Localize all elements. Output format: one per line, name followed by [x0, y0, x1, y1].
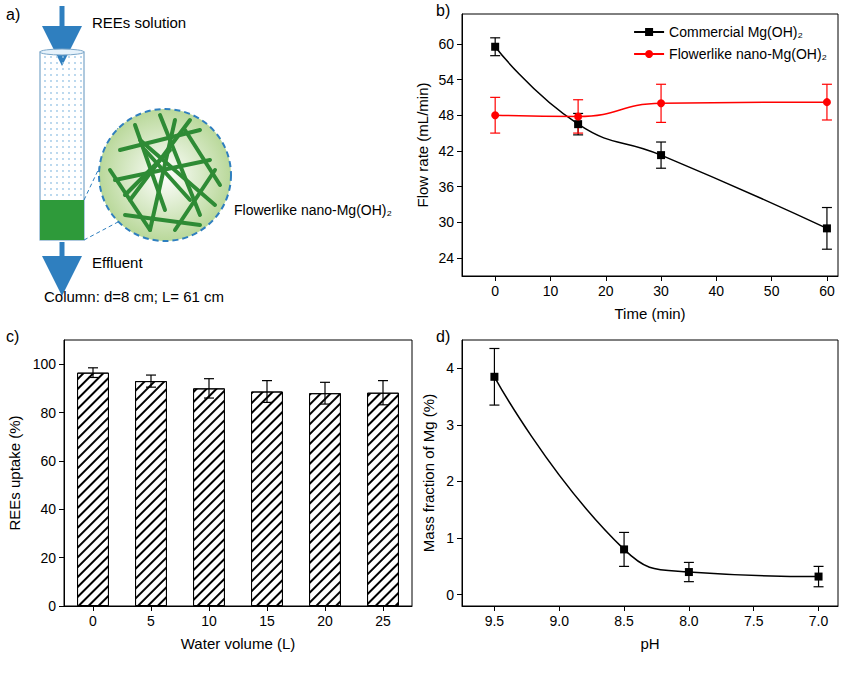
svg-text:Commercial Mg(OH)₂: Commercial Mg(OH)₂ — [669, 24, 803, 40]
svg-text:42: 42 — [438, 143, 454, 159]
svg-text:9.0: 9.0 — [550, 613, 570, 629]
svg-text:5: 5 — [147, 613, 155, 629]
svg-text:4: 4 — [446, 360, 454, 376]
svg-text:Water volume (L): Water volume (L) — [181, 635, 295, 652]
svg-text:2: 2 — [446, 473, 454, 489]
svg-text:pH: pH — [640, 635, 659, 652]
svg-text:Flow rate (mL/min): Flow rate (mL/min) — [414, 82, 431, 207]
svg-text:3: 3 — [446, 417, 454, 433]
svg-text:9.5: 9.5 — [485, 613, 505, 629]
svg-text:b): b) — [436, 2, 450, 19]
svg-text:60: 60 — [819, 283, 835, 299]
svg-text:20: 20 — [317, 613, 333, 629]
svg-text:a): a) — [6, 6, 20, 23]
svg-text:Flowerlike nano-Mg(OH)₂: Flowerlike nano-Mg(OH)₂ — [234, 202, 392, 218]
svg-text:7.0: 7.0 — [809, 613, 829, 629]
svg-text:30: 30 — [653, 283, 669, 299]
svg-text:40: 40 — [709, 283, 725, 299]
svg-text:Column: d=8 cm; L= 61 cm: Column: d=8 cm; L= 61 cm — [44, 288, 224, 305]
svg-text:REEs solution: REEs solution — [92, 14, 186, 31]
svg-text:Mass fraction of Mg (%): Mass fraction of Mg (%) — [420, 394, 437, 552]
svg-text:30: 30 — [438, 214, 454, 230]
svg-text:Flowerlike nano-Mg(OH)₂: Flowerlike nano-Mg(OH)₂ — [669, 46, 827, 62]
svg-text:20: 20 — [598, 283, 614, 299]
svg-text:Time (min): Time (min) — [614, 305, 685, 322]
svg-text:40: 40 — [40, 501, 56, 517]
svg-text:d): d) — [436, 328, 450, 345]
svg-text:1: 1 — [446, 530, 454, 546]
svg-text:36: 36 — [438, 179, 454, 195]
svg-text:10: 10 — [543, 283, 559, 299]
svg-text:24: 24 — [438, 250, 454, 266]
svg-text:0: 0 — [89, 613, 97, 629]
svg-text:25: 25 — [375, 613, 391, 629]
svg-text:80: 80 — [40, 405, 56, 421]
svg-text:54: 54 — [438, 72, 454, 88]
svg-text:0: 0 — [446, 587, 454, 603]
svg-text:8.0: 8.0 — [679, 613, 699, 629]
svg-text:8.5: 8.5 — [614, 613, 634, 629]
svg-text:60: 60 — [40, 453, 56, 469]
svg-text:20: 20 — [40, 550, 56, 566]
svg-text:0: 0 — [491, 283, 499, 299]
svg-text:60: 60 — [438, 36, 454, 52]
svg-text:c): c) — [6, 328, 19, 345]
svg-text:100: 100 — [33, 356, 57, 372]
svg-text:Effluent: Effluent — [92, 254, 143, 271]
svg-text:7.5: 7.5 — [744, 613, 764, 629]
svg-text:REEs uptake (%): REEs uptake (%) — [6, 415, 23, 530]
svg-text:48: 48 — [438, 107, 454, 123]
svg-text:15: 15 — [259, 613, 275, 629]
svg-text:0: 0 — [48, 598, 56, 614]
svg-text:10: 10 — [201, 613, 217, 629]
svg-text:50: 50 — [764, 283, 780, 299]
